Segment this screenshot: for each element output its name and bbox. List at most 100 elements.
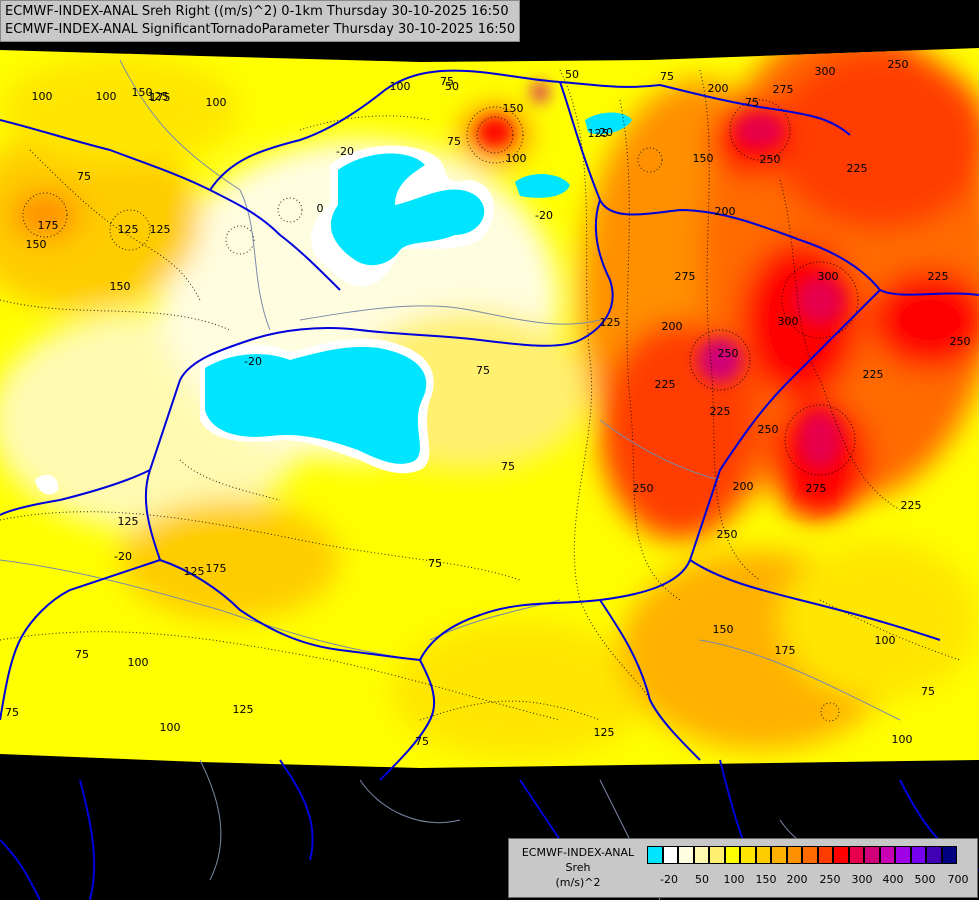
contour-label: 200 (733, 480, 754, 493)
contour-label: 100 (875, 634, 896, 647)
contour-label: 75 (428, 557, 442, 570)
contour-label: 175 (38, 219, 59, 232)
contour-label: 75 (501, 460, 515, 473)
contour-label: 75 (77, 170, 91, 183)
contour-label: 125 (118, 223, 139, 236)
contour-label: 100 (32, 90, 53, 103)
contour-label: 100 (96, 90, 117, 103)
legend-swatch (895, 846, 911, 864)
contour-label: 200 (708, 82, 729, 95)
legend-swatch (740, 846, 756, 864)
legend-swatches (647, 846, 957, 864)
contour-label: 225 (928, 270, 949, 283)
legend-title-line-2: Sreh (565, 861, 591, 874)
contour-label: 250 (633, 482, 654, 495)
contour-label: 200 (715, 205, 736, 218)
legend-swatch (802, 846, 818, 864)
contour-label: 75 (745, 96, 759, 109)
legend-swatch (662, 846, 678, 864)
contour-label: 225 (847, 162, 868, 175)
legend-tick-label: 500 (914, 873, 936, 886)
contour-label: 75 (660, 70, 674, 83)
contour-label: 275 (675, 270, 696, 283)
contour-label: 250 (950, 335, 971, 348)
header-line-1: ECMWF-INDEX-ANAL Sreh Right ((m/s)^2) 0-… (5, 4, 509, 19)
country-borders (0, 69, 979, 900)
contour-label: 150 (110, 280, 131, 293)
contour-label: 100 (206, 96, 227, 109)
color-legend: ECMWF-INDEX-ANAL Sreh (m/s)^2 -20 50 100 15… (508, 838, 978, 898)
contour-label: 75 (415, 735, 429, 748)
contour-label: 275 (806, 482, 827, 495)
legend-swatch (786, 846, 802, 864)
contour-label: 125 (184, 565, 205, 578)
contour-label: 125 (148, 90, 169, 103)
legend-tick-label: 300 (851, 873, 873, 886)
legend-swatch (678, 846, 694, 864)
contour-label: 150 (132, 86, 153, 99)
legend-swatch (755, 846, 771, 864)
contour-label: 125 (150, 223, 171, 236)
contour-label: 100 (892, 733, 913, 746)
legend-tick-label: 150 (755, 873, 777, 886)
legend-tick-label: -20 (660, 873, 678, 886)
contour-label: 50 (565, 68, 579, 81)
legend-tick-label: 100 (723, 873, 745, 886)
legend-tick-label: 400 (882, 873, 904, 886)
contour-label: 150 (503, 102, 524, 115)
contour-label: 150 (26, 238, 47, 251)
legend-swatch (926, 846, 942, 864)
contour-label: 300 (778, 315, 799, 328)
contour-label: 125 (233, 703, 254, 716)
header-line-2: ECMWF-INDEX-ANAL SignificantTornadoParam… (5, 22, 516, 37)
contour-label: 100 (506, 152, 527, 165)
legend-swatch (864, 846, 880, 864)
contour-label: -20 (535, 209, 553, 222)
legend-swatch (693, 846, 709, 864)
legend-swatch (941, 846, 957, 864)
contour-label: 125 (118, 515, 139, 528)
contour-lines (0, 69, 961, 722)
contour-label: -20 (244, 355, 262, 368)
contour-label: 250 (888, 58, 909, 71)
contour-label: 75 (921, 685, 935, 698)
contour-label: -20 (114, 550, 132, 563)
legend-swatch (709, 846, 725, 864)
contour-label: 150 (693, 152, 714, 165)
contour-label: 300 (818, 270, 839, 283)
contour-label: 150 (713, 623, 734, 636)
contour-label: 225 (901, 499, 922, 512)
legend-swatch (724, 846, 740, 864)
contour-label: 225 (710, 405, 731, 418)
contour-label: 100 (128, 656, 149, 669)
legend-tick-label: 700 (947, 873, 969, 886)
map-header: ECMWF-INDEX-ANAL Sreh Right ((m/s)^2) 0-… (0, 0, 521, 42)
legend-swatch (848, 846, 864, 864)
contour-label: 225 (655, 378, 676, 391)
contour-label: 75 (440, 75, 454, 88)
contour-label: 175 (150, 91, 171, 104)
legend-swatch (833, 846, 849, 864)
contour-label: 100 (390, 80, 411, 93)
contour-label: 300 (815, 65, 836, 78)
legend-tick-label: 50 (695, 873, 709, 886)
contour-label: -20 (336, 145, 354, 158)
legend-swatch (879, 846, 895, 864)
contour-label: 100 (160, 721, 181, 734)
legend-title-line-3: (m/s)^2 (555, 876, 601, 889)
legend-swatch (817, 846, 833, 864)
contour-label: 175 (206, 562, 227, 575)
contour-label: 250 (717, 528, 738, 541)
contour-label: 75 (476, 364, 490, 377)
legend-swatch (647, 846, 663, 864)
contour-label: 50 (445, 80, 459, 93)
contour-label: 200 (662, 320, 683, 333)
contour-label: 0 (317, 202, 324, 215)
contour-label: 75 (5, 706, 19, 719)
contour-label: 125 (600, 316, 621, 329)
legend-swatch (910, 846, 926, 864)
contour-label: 275 (773, 83, 794, 96)
legend-ticks: -20 50 100 150 200 250 300 400 500 700 (647, 873, 977, 889)
